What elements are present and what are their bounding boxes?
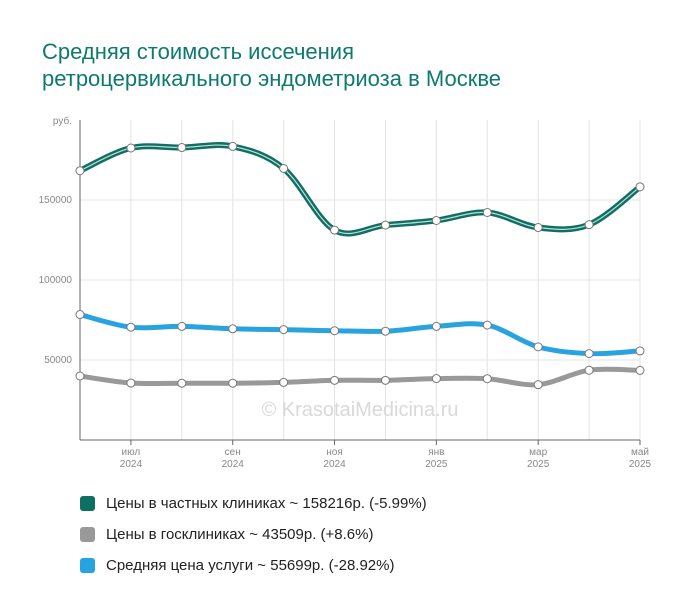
x-tick-year: 2025	[629, 459, 652, 470]
series-2-point	[229, 325, 237, 333]
legend-item-private[interactable]: Цены в частных клиниках ~ 158216р. (-5.9…	[80, 488, 427, 519]
y-axis-unit: руб.	[53, 115, 72, 127]
series-2-point	[534, 343, 542, 351]
x-tick-month: янв	[428, 447, 444, 458]
x-tick-month: сен	[225, 447, 241, 458]
series-2-point	[178, 322, 186, 330]
series-0-point	[483, 208, 491, 216]
series-0-point	[76, 167, 84, 175]
legend-label-public: Цены в госклиниках ~ 43509р. (+8.6%)	[106, 526, 373, 543]
y-tick-label: 100000	[39, 275, 73, 286]
legend-label-average: Средняя цена услуги ~ 55699р. (-28.92%)	[106, 557, 394, 574]
series-2-point	[127, 323, 135, 331]
x-tick-year: 2024	[120, 459, 143, 470]
x-tick-year: 2025	[425, 459, 448, 470]
series-1-point	[76, 372, 84, 380]
legend-item-average[interactable]: Средняя цена услуги ~ 55699р. (-28.92%)	[80, 550, 427, 581]
x-tick-year: 2024	[222, 459, 245, 470]
series-0-point	[585, 221, 593, 229]
series-1-point	[331, 376, 339, 384]
series-0-point	[280, 164, 288, 172]
chart-legend: Цены в частных клиниках ~ 158216р. (-5.9…	[80, 488, 427, 581]
x-tick-month: май	[631, 447, 649, 458]
series-1-point	[280, 378, 288, 386]
x-tick-month: мар	[529, 447, 547, 458]
series-0-point	[432, 216, 440, 224]
series-0-point	[331, 226, 339, 234]
series-1-point	[534, 381, 542, 389]
series-1-point	[178, 379, 186, 387]
series-1-point	[636, 366, 644, 374]
x-tick-year: 2025	[527, 459, 550, 470]
series-1-point	[381, 376, 389, 384]
series-2-point	[636, 347, 644, 355]
line-chart: 50000100000150000руб.июл2024сен2024ноя20…	[0, 0, 700, 480]
series-0-point	[636, 183, 644, 191]
y-tick-label: 50000	[44, 355, 72, 366]
series-2-point	[331, 327, 339, 335]
series-2-point	[585, 350, 593, 358]
legend-swatch-private	[80, 496, 95, 511]
legend-item-public[interactable]: Цены в госклиниках ~ 43509р. (+8.6%)	[80, 519, 427, 550]
series-1-point	[585, 366, 593, 374]
series-1-point	[127, 379, 135, 387]
x-tick-month: июл	[122, 447, 141, 458]
series-1-line	[80, 369, 640, 385]
series-2-point	[381, 327, 389, 335]
series-0-line	[80, 145, 640, 233]
series-2-point	[280, 326, 288, 334]
x-tick-month: ноя	[326, 447, 343, 458]
series-0-ribbon-highlight	[80, 145, 640, 233]
watermark: © KrasotaiMedicina.ru	[261, 399, 458, 421]
series-0-point	[381, 221, 389, 229]
series-1-point	[432, 375, 440, 383]
series-1-point	[229, 379, 237, 387]
series-1-point	[483, 375, 491, 383]
series-0-point	[229, 142, 237, 150]
series-0-point	[534, 224, 542, 232]
series-2-point	[432, 322, 440, 330]
legend-label-private: Цены в частных клиниках ~ 158216р. (-5.9…	[106, 495, 427, 512]
series-0-point	[178, 144, 186, 152]
x-tick-year: 2024	[323, 459, 346, 470]
series-2-point	[76, 311, 84, 319]
series-2-line	[80, 315, 640, 354]
series-0-point	[127, 144, 135, 152]
y-tick-label: 150000	[39, 195, 73, 206]
series-2-point	[483, 321, 491, 329]
legend-swatch-average	[80, 558, 95, 573]
legend-swatch-public	[80, 527, 95, 542]
